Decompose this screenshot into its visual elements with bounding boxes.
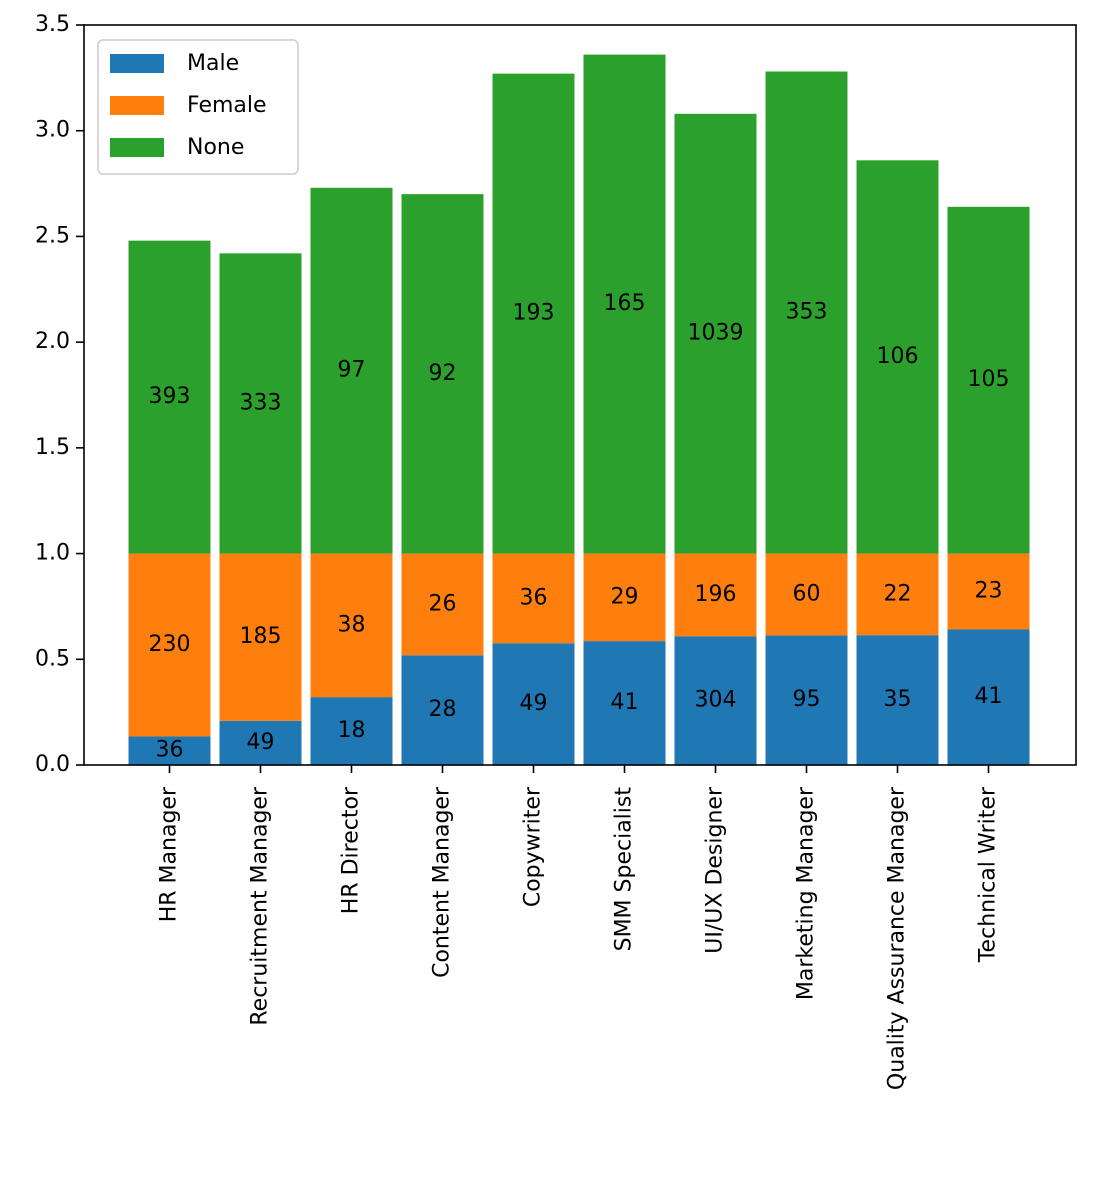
x-tick-label: Marketing Manager: [794, 786, 819, 1000]
male-data-label: 304: [695, 688, 737, 713]
male-data-label: 95: [793, 687, 821, 712]
none-data-label: 97: [338, 358, 366, 383]
female-data-label: 185: [240, 624, 282, 649]
female-bar-segment: [583, 553, 666, 642]
female-bar-segment: [219, 553, 302, 721]
male-legend-swatch: [110, 54, 164, 73]
none-bar-segment: [765, 71, 848, 554]
plot-frame: [83, 24, 1077, 766]
none-data-label: 92: [429, 361, 457, 386]
male-data-label: 35: [884, 687, 912, 712]
none-data-label: 1039: [688, 321, 744, 346]
male-bar-segment: [128, 736, 211, 765]
none-bar-segment: [856, 160, 939, 554]
female-data-label: 23: [975, 579, 1003, 604]
male-bar-segment: [947, 629, 1030, 765]
female-bar-segment: [947, 553, 1030, 630]
x-tick-label: HR Manager: [157, 786, 182, 922]
none-legend-label: None: [187, 135, 244, 160]
male-data-label: 41: [975, 684, 1003, 709]
male-data-label: 49: [520, 691, 548, 716]
none-data-label: 105: [968, 367, 1010, 392]
x-tick-label: Content Manager: [430, 786, 455, 978]
x-tick-label: Technical Writer: [976, 786, 1001, 963]
female-data-label: 60: [793, 581, 821, 606]
none-data-label: 393: [149, 384, 191, 409]
male-bar-segment: [401, 655, 484, 765]
x-tick-label: Quality Assurance Manager: [885, 786, 910, 1090]
female-bar-segment: [401, 553, 484, 656]
male-bar-segment: [310, 697, 393, 765]
female-bar-segment: [765, 553, 848, 636]
male-bar-segment: [674, 636, 757, 765]
male-bar-segment: [765, 635, 848, 765]
male-bar-segment: [219, 720, 302, 765]
female-legend-label: Female: [187, 93, 267, 118]
female-data-label: 38: [338, 612, 366, 637]
male-data-label: 49: [247, 730, 275, 755]
x-tick-label: Recruitment Manager: [248, 786, 273, 1026]
none-bar-segment: [583, 54, 666, 554]
none-bar-segment: [128, 240, 211, 554]
male-bar-segment: [583, 641, 666, 765]
none-bar-segment: [674, 113, 757, 554]
none-data-label: 165: [604, 291, 646, 316]
y-tick-label: 0.0: [35, 752, 70, 777]
none-data-label: 353: [786, 300, 828, 325]
none-data-label: 333: [240, 390, 282, 415]
male-bar-segment: [856, 635, 939, 765]
female-legend-swatch: [110, 96, 164, 115]
female-data-label: 230: [149, 632, 191, 657]
x-tick-label: Copywriter: [521, 786, 546, 907]
female-data-label: 36: [520, 585, 548, 610]
female-bar-segment: [492, 553, 575, 644]
female-data-label: 29: [611, 584, 639, 609]
y-tick-label: 2.5: [35, 223, 70, 248]
none-bar-segment: [401, 194, 484, 554]
y-tick-label: 3.5: [35, 12, 70, 37]
none-bar-segment: [947, 206, 1030, 554]
female-bar-segment: [128, 553, 211, 737]
x-tick-label: HR Director: [339, 786, 364, 914]
y-tick-label: 2.0: [35, 329, 70, 354]
female-bar-segment: [310, 553, 393, 698]
female-data-label: 22: [884, 581, 912, 606]
female-bar-segment: [856, 553, 939, 636]
x-tick-label: SMM Specialist: [612, 787, 637, 952]
y-tick-label: 0.5: [35, 646, 70, 671]
female-data-label: 196: [695, 582, 737, 607]
male-data-label: 41: [611, 690, 639, 715]
y-tick-label: 1.0: [35, 541, 70, 566]
none-bar-segment: [492, 73, 575, 554]
none-data-label: 106: [877, 344, 919, 369]
none-data-label: 193: [513, 301, 555, 326]
none-legend-swatch: [110, 138, 164, 157]
male-legend-label: Male: [187, 51, 239, 76]
y-tick-label: 1.5: [35, 435, 70, 460]
none-bar-segment: [219, 253, 302, 554]
female-data-label: 26: [429, 591, 457, 616]
y-tick-label: 3.0: [35, 118, 70, 143]
male-data-label: 18: [338, 718, 366, 743]
x-tick-label: UI/UX Designer: [703, 786, 728, 954]
none-bar-segment: [310, 187, 393, 554]
male-bar-segment: [492, 643, 575, 765]
male-data-label: 36: [156, 738, 184, 763]
male-data-label: 28: [429, 697, 457, 722]
female-bar-segment: [674, 553, 757, 637]
